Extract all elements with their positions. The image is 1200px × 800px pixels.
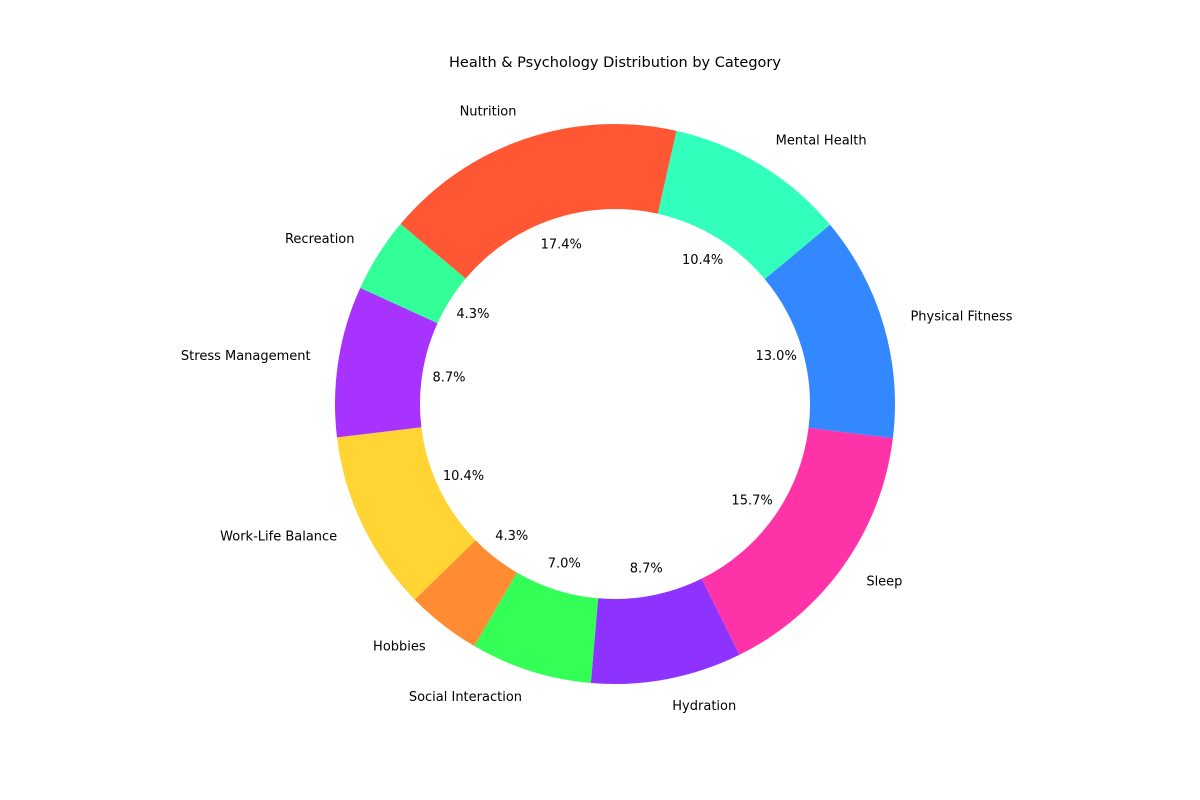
slice-recreation — [360, 224, 466, 324]
category-label-stress-management: Stress Management — [181, 349, 311, 364]
percent-label-hydration: 8.7% — [630, 562, 663, 577]
percent-label-recreation: 4.3% — [456, 307, 489, 322]
percent-label-stress-management: 8.7% — [432, 371, 465, 386]
category-label-mental-health: Mental Health — [776, 134, 867, 149]
percent-label-hobbies: 4.3% — [495, 529, 528, 544]
slice-sleep — [701, 427, 893, 655]
slices-group — [335, 124, 895, 684]
percent-label-social-interaction: 7.0% — [548, 557, 581, 572]
slice-mental-health — [657, 130, 831, 280]
category-label-work-life-balance: Work-Life Balance — [220, 530, 337, 545]
slice-stress-management — [335, 287, 438, 438]
slice-physical-fitness — [764, 224, 895, 439]
category-label-hydration: Hydration — [672, 699, 736, 714]
percent-label-work-life-balance: 10.4% — [443, 469, 484, 484]
slice-hobbies — [414, 540, 517, 647]
percent-label-physical-fitness: 13.0% — [756, 349, 797, 364]
category-labels-group: Nutrition Mental Health Physical Fitness Sl… — [181, 105, 1013, 714]
percent-label-mental-health: 10.4% — [682, 253, 723, 268]
category-label-nutrition: Nutrition — [460, 105, 517, 120]
category-label-recreation: Recreation — [285, 232, 355, 247]
category-label-social-interaction: Social Interaction — [409, 690, 522, 705]
percent-labels-group: 17.4% 10.4% 13.0% 15.7% 8.7% 7.0% 4.3% 10.4% 8.7… — [432, 237, 796, 576]
slice-work-life-balance — [336, 427, 476, 600]
slice-social-interaction — [474, 572, 599, 683]
category-label-physical-fitness: Physical Fitness — [910, 310, 1012, 325]
percent-label-nutrition: 17.4% — [541, 237, 582, 252]
category-label-sleep: Sleep — [866, 575, 902, 590]
category-label-hobbies: Hobbies — [373, 639, 426, 654]
slice-nutrition — [400, 124, 677, 279]
chart-title: Health & Psychology Distribution by Cate… — [449, 55, 781, 71]
percent-label-sleep: 15.7% — [731, 494, 772, 509]
slice-hydration — [590, 578, 740, 684]
